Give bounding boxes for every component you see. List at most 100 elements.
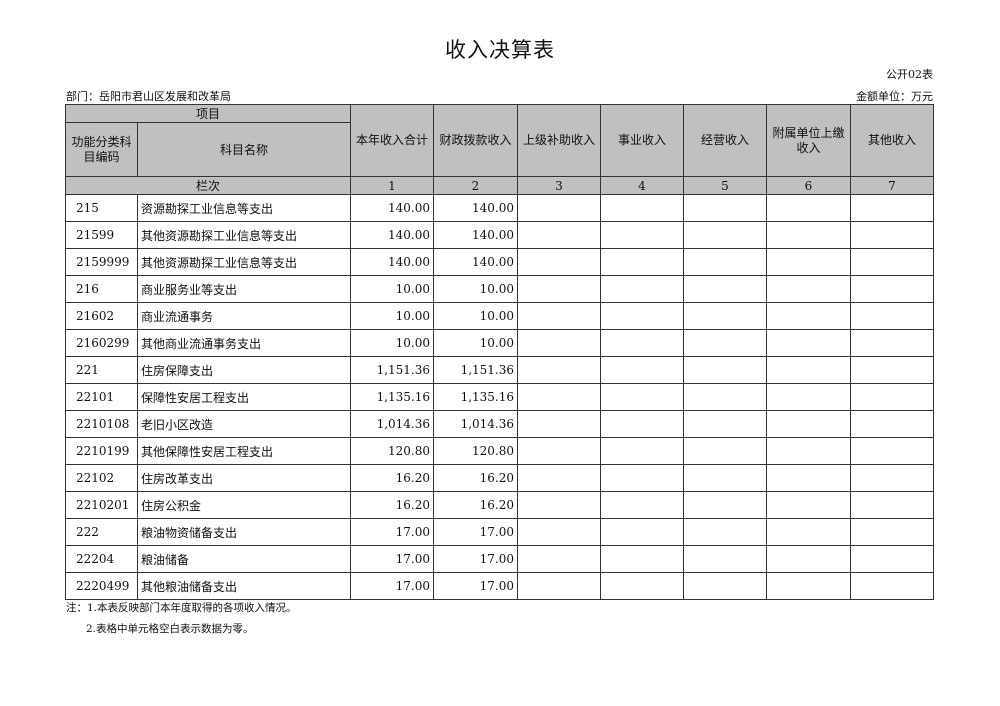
cell-empty	[683, 275, 767, 303]
table-row: 2220499 其他粮油储备支出 17.00 17.00	[65, 572, 934, 600]
header-col-2: 财政拨款收入	[433, 104, 518, 177]
cell-name: 商业流通事务	[137, 302, 351, 330]
cell-empty	[683, 410, 767, 438]
table-row: 2159999 其他资源勘探工业信息等支出 140.00 140.00	[65, 248, 934, 276]
cell-empty	[850, 248, 934, 276]
cell-name: 老旧小区改造	[137, 410, 351, 438]
cell-fiscal: 16.20	[433, 491, 518, 519]
cell-code: 2210201	[65, 491, 138, 519]
table-row: 21599 其他资源勘探工业信息等支出 140.00 140.00	[65, 221, 934, 249]
cell-empty	[766, 410, 851, 438]
cell-empty	[517, 383, 601, 411]
cell-empty	[766, 329, 851, 357]
cell-empty	[600, 302, 684, 330]
cell-empty	[766, 356, 851, 384]
cell-name: 商业服务业等支出	[137, 275, 351, 303]
header-col-4: 事业收入	[600, 104, 684, 177]
cell-fiscal: 120.80	[433, 437, 518, 465]
table-row: 22102 住房改革支出 16.20 16.20	[65, 464, 934, 492]
cell-empty	[600, 491, 684, 519]
cell-code: 2210199	[65, 437, 138, 465]
cell-empty	[600, 572, 684, 600]
cell-empty	[600, 194, 684, 222]
cell-fiscal: 10.00	[433, 275, 518, 303]
cell-empty	[683, 383, 767, 411]
cell-code: 215	[65, 194, 138, 222]
cell-empty	[850, 437, 934, 465]
cell-fiscal: 1,014.36	[433, 410, 518, 438]
cell-empty	[600, 275, 684, 303]
cell-empty	[517, 248, 601, 276]
cell-empty	[683, 302, 767, 330]
table-row: 22101 保障性安居工程支出 1,135.16 1,135.16	[65, 383, 934, 411]
col-number: 2	[433, 176, 518, 195]
cell-empty	[766, 383, 851, 411]
cell-empty	[517, 302, 601, 330]
cell-code: 21602	[65, 302, 138, 330]
cell-empty	[517, 437, 601, 465]
table-row: 21602 商业流通事务 10.00 10.00	[65, 302, 934, 330]
table-row: 22204 粮油储备 17.00 17.00	[65, 545, 934, 573]
cell-empty	[600, 329, 684, 357]
cell-name: 其他粮油储备支出	[137, 572, 351, 600]
cell-empty	[600, 410, 684, 438]
cell-empty	[766, 545, 851, 573]
cell-empty	[766, 518, 851, 546]
cell-empty	[600, 221, 684, 249]
cell-empty	[850, 518, 934, 546]
cell-name: 其他资源勘探工业信息等支出	[137, 248, 351, 276]
cell-empty	[850, 329, 934, 357]
cell-name: 资源勘探工业信息等支出	[137, 194, 351, 222]
note-2: 2.表格中单元格空白表示数据为零。	[86, 623, 254, 635]
cell-empty	[766, 194, 851, 222]
cell-empty	[683, 491, 767, 519]
cell-empty	[683, 356, 767, 384]
cell-empty	[600, 545, 684, 573]
cell-empty	[600, 356, 684, 384]
cell-empty	[517, 275, 601, 303]
cell-empty	[517, 410, 601, 438]
cell-empty	[517, 572, 601, 600]
cell-empty	[683, 545, 767, 573]
cell-empty	[766, 572, 851, 600]
cell-fiscal: 1,151.36	[433, 356, 518, 384]
cell-total: 17.00	[350, 572, 434, 600]
income-table: 项目 本年收入合计 财政拨款收入 上级补助收入 事业收入 经营收入 附属单位上缴…	[65, 104, 934, 600]
cell-empty	[850, 572, 934, 600]
cell-empty	[600, 464, 684, 492]
cell-code: 22204	[65, 545, 138, 573]
note-1: 注：1.本表反映部门本年度取得的各项收入情况。	[66, 602, 297, 614]
cell-total: 10.00	[350, 302, 434, 330]
cell-total: 10.00	[350, 329, 434, 357]
cell-empty	[683, 329, 767, 357]
header-row-label: 栏次	[65, 176, 351, 195]
cell-fiscal: 140.00	[433, 248, 518, 276]
header-code: 功能分类科目编码	[65, 122, 138, 177]
table-row: 215 资源勘探工业信息等支出 140.00 140.00	[65, 194, 934, 222]
cell-fiscal: 17.00	[433, 545, 518, 573]
cell-empty	[850, 491, 934, 519]
cell-fiscal: 17.00	[433, 572, 518, 600]
cell-total: 1,135.16	[350, 383, 434, 411]
cell-code: 2160299	[65, 329, 138, 357]
cell-fiscal: 1,135.16	[433, 383, 518, 411]
cell-fiscal: 17.00	[433, 518, 518, 546]
table-row: 216 商业服务业等支出 10.00 10.00	[65, 275, 934, 303]
cell-empty	[683, 572, 767, 600]
cell-empty	[850, 464, 934, 492]
cell-total: 1,014.36	[350, 410, 434, 438]
form-number: 公开02表	[886, 68, 933, 81]
cell-empty	[850, 221, 934, 249]
cell-empty	[766, 437, 851, 465]
cell-total: 1,151.36	[350, 356, 434, 384]
cell-empty	[600, 437, 684, 465]
cell-empty	[766, 248, 851, 276]
cell-empty	[850, 383, 934, 411]
table-row: 222 粮油物资储备支出 17.00 17.00	[65, 518, 934, 546]
cell-code: 2159999	[65, 248, 138, 276]
cell-empty	[850, 194, 934, 222]
page-title: 收入决算表	[445, 38, 555, 62]
cell-empty	[517, 491, 601, 519]
cell-total: 120.80	[350, 437, 434, 465]
col-number: 3	[517, 176, 601, 195]
